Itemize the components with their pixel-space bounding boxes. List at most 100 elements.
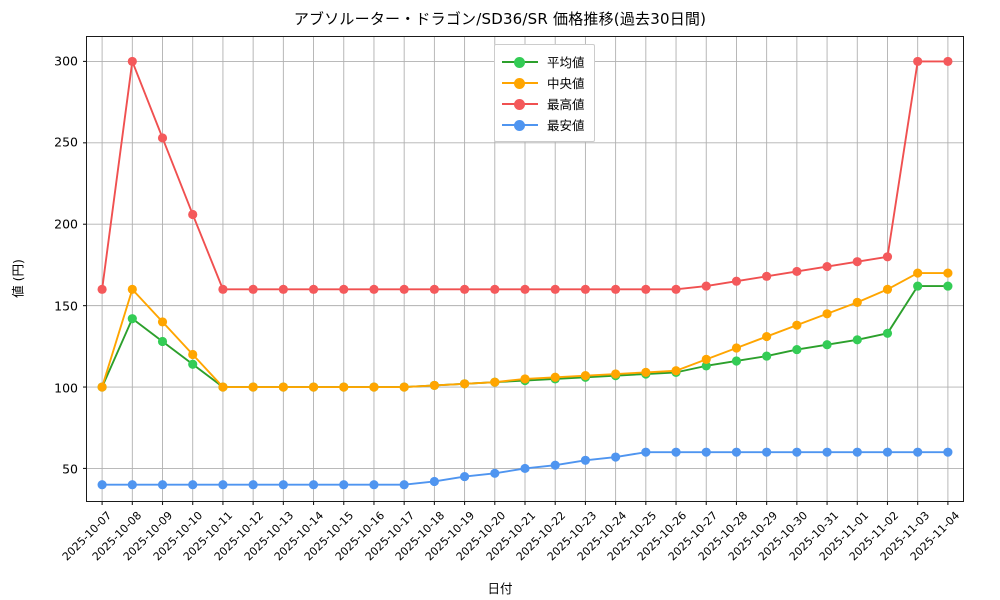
- data-point-marker: [701, 354, 711, 364]
- data-point-marker: [188, 349, 198, 360]
- legend-label: 平均値: [547, 55, 585, 70]
- data-point-marker: [369, 382, 379, 392]
- data-point-marker: [278, 284, 288, 294]
- legend-item[interactable]: 最安値: [502, 114, 585, 135]
- data-point-marker: [429, 284, 439, 294]
- y-axis-label: 値 (円): [10, 259, 26, 298]
- data-point-marker: [822, 309, 832, 319]
- data-point-marker: [550, 372, 560, 382]
- data-point-marker: [852, 257, 862, 267]
- data-point-marker: [429, 380, 439, 390]
- data-point-marker: [218, 284, 228, 294]
- data-point-marker: [671, 366, 681, 376]
- data-point-marker: [157, 336, 168, 347]
- data-point-marker: [188, 359, 198, 369]
- data-point-marker: [641, 284, 651, 294]
- data-point-marker: [762, 271, 772, 281]
- data-point-marker: [339, 480, 349, 490]
- data-point-marker: [369, 480, 379, 490]
- data-point-marker: [490, 284, 500, 294]
- data-point-marker: [157, 480, 168, 490]
- data-point-marker: [157, 133, 168, 143]
- data-point-marker: [188, 209, 198, 220]
- data-point-marker: [641, 367, 651, 377]
- data-point-marker: [822, 340, 832, 350]
- data-point-marker: [822, 447, 832, 457]
- data-point-marker: [913, 268, 923, 278]
- data-point-marker: [943, 447, 953, 457]
- data-point-marker: [248, 382, 258, 392]
- data-point-marker: [459, 284, 470, 294]
- data-point-marker: [97, 284, 107, 294]
- data-point-marker: [731, 276, 742, 286]
- data-point-marker: [520, 284, 530, 294]
- data-point-marker: [822, 261, 832, 272]
- data-point-marker: [429, 476, 439, 487]
- x-axis-label: 日付: [487, 581, 513, 596]
- data-point-marker: [611, 369, 621, 379]
- data-point-marker: [792, 266, 802, 277]
- data-point-marker: [701, 447, 711, 457]
- chart-legend: 平均値中央値最高値 最安値: [494, 44, 595, 142]
- data-point-marker: [399, 382, 409, 392]
- data-point-marker: [339, 382, 349, 392]
- data-point-marker: [852, 447, 862, 457]
- data-point-marker: [671, 447, 681, 457]
- data-point-marker: [308, 382, 319, 392]
- data-point-marker: [459, 471, 470, 482]
- data-point-marker: [399, 480, 409, 490]
- data-point-marker: [459, 379, 470, 389]
- y-axis-tick-label: 50: [62, 461, 78, 477]
- data-point-marker: [520, 463, 530, 474]
- data-point-marker: [339, 284, 349, 294]
- data-point-marker: [882, 447, 893, 457]
- data-point-marker: [852, 297, 862, 307]
- data-point-marker: [792, 447, 802, 457]
- data-point-marker: [701, 361, 711, 371]
- data-point-marker: [882, 284, 893, 294]
- data-point-marker: [792, 345, 802, 355]
- data-point-marker: [580, 455, 591, 465]
- data-point-marker: [157, 317, 168, 327]
- data-point-marker: [882, 252, 893, 262]
- data-point-marker: [218, 382, 228, 392]
- y-axis-tick-label: 300: [54, 53, 78, 69]
- data-point-marker: [792, 320, 802, 330]
- legend-label: 中央値: [547, 76, 585, 91]
- legend-item[interactable]: 平均値: [502, 51, 585, 72]
- data-point-marker: [731, 356, 742, 366]
- legend-marker-icon: [502, 76, 538, 90]
- data-point-marker: [97, 480, 107, 490]
- data-point-marker: [852, 335, 862, 345]
- data-point-marker: [188, 480, 198, 490]
- data-point-marker: [550, 460, 560, 470]
- data-point-marker: [943, 56, 953, 67]
- legend-marker-icon: [502, 118, 538, 132]
- series-layer: [97, 56, 953, 490]
- y-axis-tick-label: 250: [54, 134, 78, 150]
- data-point-marker: [490, 377, 500, 387]
- legend-item[interactable]: 中央値: [502, 72, 585, 93]
- data-point-marker: [550, 284, 560, 294]
- data-point-marker: [127, 480, 137, 490]
- y-axis-tick-label: 100: [54, 380, 78, 396]
- data-point-marker: [762, 351, 772, 361]
- data-point-marker: [701, 281, 711, 291]
- data-point-marker: [671, 284, 681, 294]
- data-point-marker: [580, 284, 591, 294]
- data-point-marker: [611, 284, 621, 294]
- legend-marker-icon: [502, 97, 538, 111]
- data-point-marker: [913, 281, 923, 291]
- chart-title: アブソルーター・ドラゴン/SD36/SR 価格推移(過去30日間): [293, 10, 707, 28]
- data-point-marker: [308, 480, 319, 490]
- y-axis-tick-label: 150: [54, 298, 78, 314]
- data-point-marker: [248, 284, 258, 294]
- data-point-marker: [218, 480, 228, 490]
- data-point-marker: [731, 447, 742, 457]
- data-point-marker: [127, 314, 137, 324]
- legend-item[interactable]: 最高値: [502, 93, 585, 114]
- data-point-marker: [731, 343, 742, 353]
- data-point-marker: [913, 447, 923, 457]
